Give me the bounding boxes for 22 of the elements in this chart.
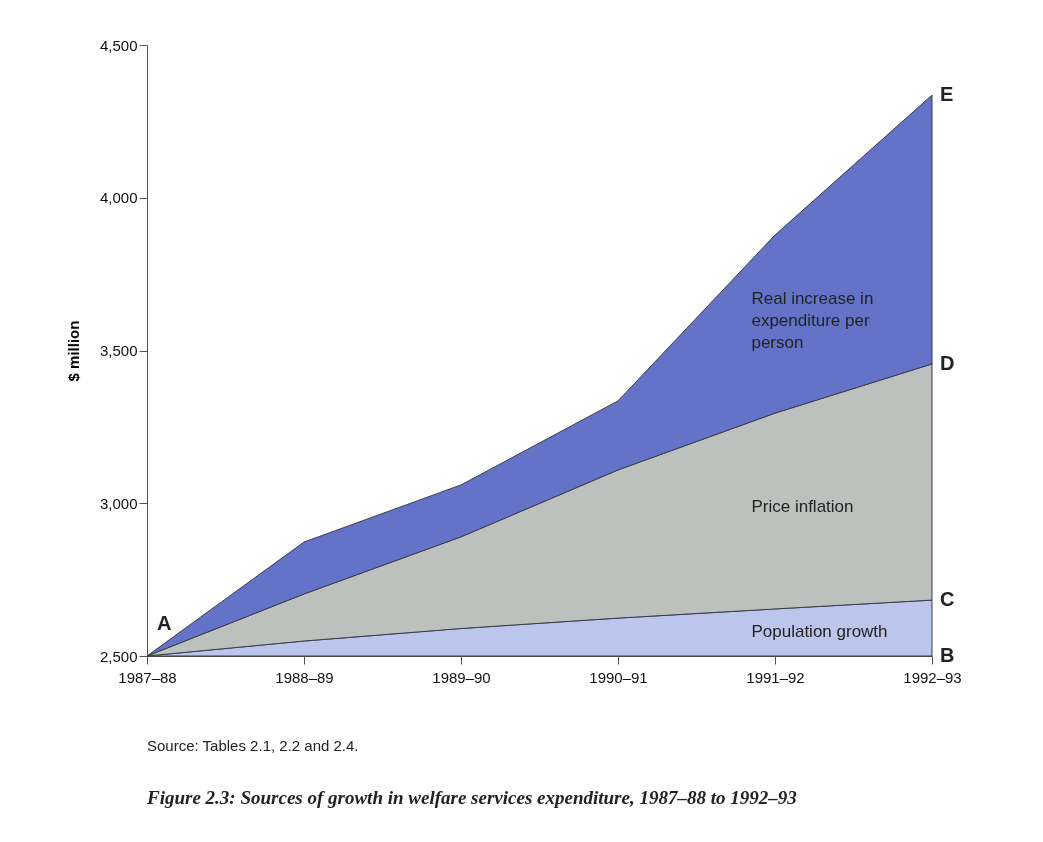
x-tick-label: 1988–89 (275, 668, 334, 686)
x-tick-label: 1989–90 (432, 668, 491, 686)
series-label: Population growth (751, 622, 888, 642)
annotation: A (157, 612, 172, 634)
y-tick-label: 2,500 (99, 647, 138, 665)
annotation: B (940, 644, 955, 666)
text: Figure 2.3: Sources of growth in welfare services expenditure, 1987–88 to 1992–93 (146, 787, 797, 808)
y-tick-label: 4,500 (99, 36, 138, 54)
series-label: Real increase in expenditure per person (751, 289, 874, 353)
y-axis-title: $ million (64, 320, 82, 382)
annotation: E (940, 83, 954, 106)
source-note: Source: Tables 2.1, 2.2 and 2.4. (147, 737, 359, 754)
x-tick-label: 1987–88 (118, 668, 177, 686)
series-label: Price inflation (751, 496, 854, 516)
x-tick-label: 1992–93 (903, 668, 962, 686)
y-tick-label: 4,000 (99, 189, 138, 207)
x-tick-label: 1990–91 (589, 668, 648, 686)
y-tick-label: 3,000 (99, 494, 138, 512)
y-tick-label: 3,500 (99, 342, 138, 359)
annotation: D (940, 351, 955, 374)
x-tick-label: 1991–92 (746, 668, 805, 686)
annotation: C (940, 588, 955, 611)
